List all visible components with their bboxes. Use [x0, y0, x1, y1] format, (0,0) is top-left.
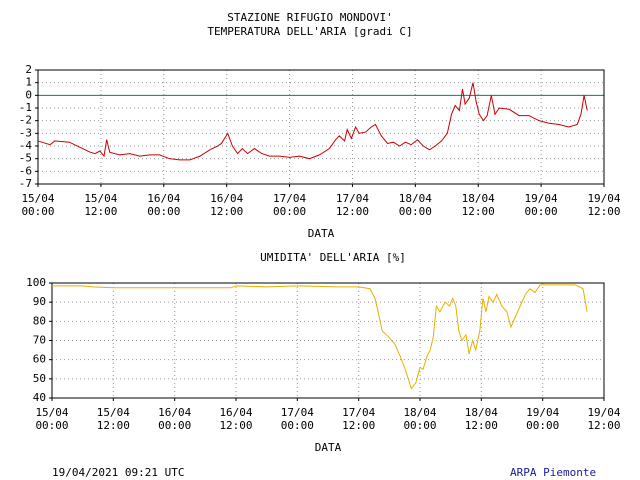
timestamp: 19/04/2021 09:21 UTC	[52, 466, 185, 479]
y-tick-label: -3	[19, 126, 32, 139]
chart-title: UMIDITA' DELL'ARIA [%]	[260, 251, 406, 264]
y-tick-label: 1	[25, 76, 32, 89]
chart-title: STAZIONE RIFUGIO MONDOVI'	[227, 11, 393, 24]
chart-subtitle: TEMPERATURA DELL'ARIA [gradi C]	[207, 25, 412, 38]
x-tick-label: 18/04 12:00	[461, 192, 495, 218]
x-tick-label: 15/04 00:00	[35, 406, 69, 432]
y-tick-label: 100	[26, 276, 46, 289]
y-tick-label: 90	[33, 295, 46, 308]
x-tick-label: 19/04 12:00	[587, 192, 621, 218]
x-axis-label: DATA	[308, 227, 335, 240]
x-tick-label: 16/04 12:00	[210, 192, 244, 218]
y-tick-label: 2	[25, 63, 32, 76]
y-tick-label: 80	[33, 314, 46, 327]
y-tick-label: -2	[19, 114, 32, 127]
x-tick-label: 18/04 00:00	[403, 406, 437, 432]
x-tick-label: 15/04 12:00	[96, 406, 130, 432]
x-tick-label: 17/04 00:00	[280, 406, 314, 432]
x-tick-label: 18/04 12:00	[464, 406, 498, 432]
y-tick-label: -6	[19, 164, 32, 177]
data-line	[52, 284, 588, 390]
x-tick-label: 17/04 12:00	[342, 406, 376, 432]
y-tick-label: -1	[19, 101, 32, 114]
x-tick-label: 15/04 00:00	[21, 192, 55, 218]
plot-frame	[51, 282, 605, 399]
y-tick-label: 0	[25, 88, 32, 101]
x-tick-label: 19/04 00:00	[524, 192, 558, 218]
x-tick-label: 15/04 12:00	[84, 192, 118, 218]
x-tick-label: 16/04 12:00	[219, 406, 253, 432]
x-tick-label: 16/04 00:00	[158, 406, 192, 432]
x-axis-label: DATA	[315, 441, 342, 454]
source: ARPA Piemonte	[510, 466, 597, 479]
y-tick-label: 60	[33, 353, 46, 366]
x-tick-label: 19/04 12:00	[587, 406, 621, 432]
y-tick-label: 40	[33, 391, 46, 404]
y-tick-label: -5	[19, 152, 32, 165]
plot-frame	[37, 69, 605, 185]
y-tick-label: 50	[33, 372, 46, 385]
x-tick-label: 17/04 12:00	[335, 192, 369, 218]
y-tick-label: -4	[19, 139, 33, 152]
y-tick-label: -7	[19, 177, 32, 190]
x-tick-label: 18/04 00:00	[398, 192, 432, 218]
data-line	[37, 82, 588, 161]
x-tick-label: 16/04 00:00	[147, 192, 181, 218]
y-tick-label: 70	[33, 334, 46, 347]
x-tick-label: 17/04 00:00	[272, 192, 307, 218]
x-tick-label: 19/04 00:00	[526, 406, 560, 432]
